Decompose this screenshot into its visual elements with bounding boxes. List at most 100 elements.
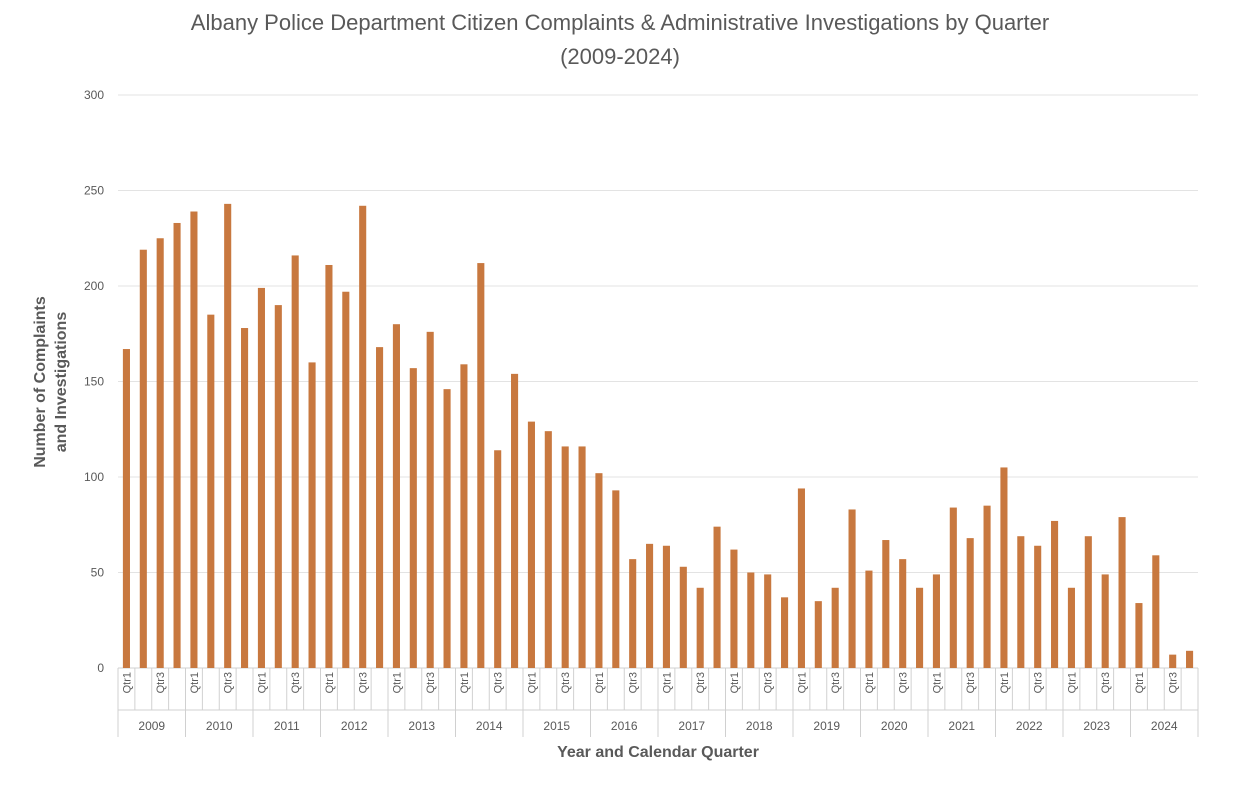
bar <box>662 545 670 668</box>
year-tick-label: 2019 <box>813 719 840 733</box>
bar <box>409 368 417 668</box>
y-tick-label: 200 <box>84 279 104 293</box>
bar <box>1000 467 1008 668</box>
bar <box>1101 574 1109 668</box>
quarter-tick-label: Qtr1 <box>594 672 606 693</box>
quarter-tick-label: Qtr1 <box>661 672 673 693</box>
bar <box>916 587 924 668</box>
bar <box>139 249 147 668</box>
quarter-tick-label: Qtr1 <box>256 672 268 693</box>
bar <box>764 574 772 668</box>
y-axis-label-line1: Number of Complaints <box>32 296 49 468</box>
quarter-tick-label: Qtr3 <box>898 672 910 693</box>
year-tick-label: 2020 <box>881 719 908 733</box>
bar <box>848 509 856 668</box>
bar <box>257 287 265 668</box>
bar <box>865 570 873 668</box>
chart-subtitle: (2009-2024) <box>560 44 680 69</box>
bar <box>274 305 282 668</box>
quarter-tick-label: Qtr1 <box>459 672 471 693</box>
bar <box>1051 520 1059 668</box>
year-tick-label: 2011 <box>274 719 300 733</box>
bar <box>899 559 907 668</box>
bar <box>122 349 130 668</box>
year-tick-label: 2013 <box>408 719 435 733</box>
quarter-tick-label: Qtr3 <box>425 672 437 693</box>
bar <box>426 331 434 668</box>
bar <box>1034 545 1042 668</box>
year-tick-label: 2014 <box>476 719 503 733</box>
bar <box>359 205 367 668</box>
bar <box>595 473 603 668</box>
bar <box>882 540 890 668</box>
year-tick-label: 2022 <box>1016 719 1043 733</box>
quarter-tick-label: Qtr1 <box>121 672 133 693</box>
bar <box>612 490 620 668</box>
bar <box>1169 654 1177 668</box>
y-tick-label: 150 <box>84 375 104 389</box>
quarter-tick-label: Qtr1 <box>1066 672 1078 693</box>
bar <box>544 431 552 668</box>
y-tick-label: 100 <box>84 470 104 484</box>
year-tick-label: 2021 <box>948 719 975 733</box>
bar <box>814 601 822 668</box>
year-tick-label: 2015 <box>543 719 570 733</box>
bar <box>561 446 569 668</box>
quarter-tick-label: Qtr3 <box>1100 672 1112 693</box>
chart-title: Albany Police Department Citizen Complai… <box>190 10 1050 35</box>
bar <box>443 389 451 668</box>
quarter-tick-label: Qtr1 <box>864 672 876 693</box>
quarter-tick-label: Qtr3 <box>493 672 505 693</box>
bar <box>797 488 805 668</box>
bar <box>679 566 687 668</box>
quarter-tick-label: Qtr1 <box>1134 672 1146 693</box>
quarter-tick-label: Qtr3 <box>695 672 707 693</box>
quarter-tick-label: Qtr1 <box>189 672 201 693</box>
bar <box>224 203 232 668</box>
bar <box>966 538 974 668</box>
quarter-tick-label: Qtr1 <box>796 672 808 693</box>
bar <box>831 587 839 668</box>
bar <box>696 587 704 668</box>
year-tick-label: 2016 <box>611 719 638 733</box>
bar <box>1084 536 1092 668</box>
bar <box>207 314 215 668</box>
quarter-tick-label: Qtr3 <box>358 672 370 693</box>
bar <box>1186 650 1194 668</box>
quarter-tick-label: Qtr3 <box>830 672 842 693</box>
quarter-tick-label: Qtr3 <box>290 672 302 693</box>
bar <box>173 222 181 668</box>
quarter-tick-label: Qtr3 <box>155 672 167 693</box>
bar <box>342 291 350 668</box>
bar <box>747 572 755 668</box>
bar <box>629 559 637 668</box>
year-tick-label: 2023 <box>1083 719 1110 733</box>
bar <box>511 373 519 668</box>
x-axis-label: Year and Calendar Quarter <box>557 744 759 761</box>
quarter-tick-label: Qtr3 <box>965 672 977 693</box>
year-tick-label: 2018 <box>746 719 773 733</box>
bar <box>460 364 468 668</box>
year-tick-label: 2017 <box>678 719 705 733</box>
bar <box>1118 517 1126 668</box>
bar <box>949 507 957 668</box>
bar <box>325 264 333 668</box>
bar <box>1017 536 1025 668</box>
quarter-tick-label: Qtr3 <box>560 672 572 693</box>
quarter-tick-label: Qtr3 <box>1168 672 1180 693</box>
bar <box>392 324 400 668</box>
y-tick-label: 250 <box>84 184 104 198</box>
quarter-tick-label: Qtr1 <box>324 672 336 693</box>
quarter-tick-label: Qtr3 <box>223 672 235 693</box>
bar <box>477 263 485 668</box>
bar <box>1152 555 1160 668</box>
bar <box>932 574 940 668</box>
year-tick-label: 2009 <box>138 719 165 733</box>
bar <box>730 549 738 668</box>
bar <box>713 526 721 668</box>
bar <box>1135 603 1143 668</box>
quarter-tick-label: Qtr1 <box>526 672 538 693</box>
bar <box>376 347 384 668</box>
